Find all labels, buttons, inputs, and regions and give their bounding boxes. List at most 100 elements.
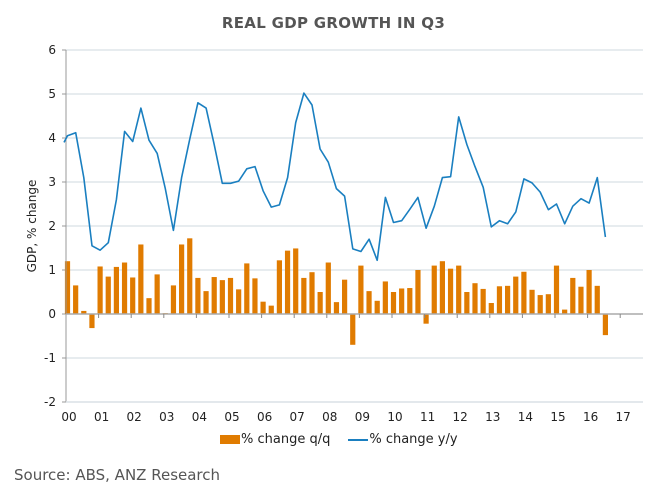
bar-qq	[138, 244, 144, 314]
x-tick-label: 14	[518, 410, 533, 424]
bar-qq	[578, 286, 584, 314]
source-note: Source: ABS, ANZ Research	[14, 466, 221, 484]
bar-qq	[154, 274, 160, 314]
bar-qq	[496, 286, 503, 314]
bar-qq	[382, 281, 388, 314]
bar-qq	[366, 291, 372, 314]
chart-title: REAL GDP GROWTH IN Q3	[221, 14, 446, 32]
bar-qq	[301, 277, 307, 314]
line-series-yy	[63, 92, 607, 262]
legend-line-swatch	[348, 438, 369, 441]
bar-qq	[236, 289, 242, 314]
bar-qq	[562, 309, 568, 314]
legend-label-qq: % change q/q	[241, 432, 331, 447]
bar-qq	[464, 292, 470, 314]
bar-qq	[309, 272, 315, 314]
y-tick-label: 1	[48, 263, 56, 277]
axes	[65, 50, 643, 403]
bar-qq	[227, 277, 234, 314]
bar-qq	[423, 314, 429, 324]
x-tick-label: 11	[420, 410, 435, 424]
bar-qq	[105, 276, 111, 314]
bar-qq	[456, 265, 462, 314]
bar-qq	[447, 268, 454, 314]
x-tick-label: 03	[159, 410, 174, 424]
y-tick-label: -2	[44, 395, 56, 409]
x-tick-label: 10	[387, 410, 402, 424]
bar-qq	[121, 262, 128, 314]
legend-bar-swatch	[220, 435, 240, 444]
y-tick-label: 3	[48, 175, 56, 189]
legend-item-yy: % change y/y	[348, 432, 458, 447]
bar-qq	[342, 279, 348, 314]
bar-qq	[293, 248, 299, 314]
bar-qq	[146, 298, 152, 314]
bar-qq	[195, 277, 201, 314]
bar-qq	[211, 277, 217, 314]
bar-qq	[268, 305, 274, 314]
bar-qq	[81, 310, 87, 314]
bar-qq	[64, 261, 71, 314]
bar-qq	[513, 276, 519, 314]
bar-qq	[390, 292, 397, 314]
bar-qq	[325, 262, 331, 314]
x-tick-label: 15	[550, 410, 565, 424]
bar-qq	[130, 277, 136, 314]
bar-qq	[439, 261, 445, 314]
x-tick-label: 00	[61, 410, 76, 424]
bar-qq	[170, 285, 177, 314]
bar-qq	[73, 285, 79, 314]
bar-qq	[284, 250, 291, 314]
x-tick-label: 08	[322, 410, 337, 424]
x-tick-label: 13	[485, 410, 500, 424]
y-axis-ticks: 6 5 4 3 2 1 0 -1 -2	[44, 43, 66, 409]
bar-qq	[179, 244, 185, 314]
bar-qq	[407, 288, 413, 314]
bar-qq	[89, 314, 95, 329]
gridlines	[66, 49, 643, 403]
bar-qq	[537, 295, 543, 314]
bar-series-qq	[64, 238, 608, 345]
y-tick-label: 0	[48, 307, 56, 321]
y-tick-label: 4	[48, 131, 56, 145]
bar-qq	[203, 291, 209, 314]
legend-label-yy: % change y/y	[369, 432, 458, 447]
bar-qq	[529, 289, 535, 314]
x-tick-label: 17	[616, 410, 631, 424]
bar-qq	[374, 300, 380, 314]
y-tick-label: 6	[48, 43, 56, 57]
x-tick-label: 16	[583, 410, 598, 424]
bar-qq	[553, 265, 560, 314]
y-tick-label: 2	[48, 219, 56, 233]
bar-qq	[399, 288, 405, 314]
bar-qq	[317, 292, 323, 314]
x-tick-label: 02	[127, 410, 142, 424]
y-axis-label: GDP, % change	[25, 180, 39, 273]
x-tick-label: 05	[224, 410, 239, 424]
y-tick-label: -1	[44, 351, 56, 365]
bar-qq	[219, 280, 225, 314]
x-axis-ticks: 00 01 02 03 04 05 06 07 08 09 10 11 12 13 14 15 16 17	[61, 314, 631, 424]
bar-qq	[545, 294, 551, 314]
x-tick-label: 12	[453, 410, 468, 424]
bar-qq	[521, 271, 527, 314]
bar-qq	[472, 283, 478, 314]
bar-qq	[415, 270, 421, 314]
legend-item-qq: % change q/q	[220, 432, 330, 447]
x-tick-label: 06	[257, 410, 272, 424]
bar-qq	[594, 285, 600, 314]
bar-qq	[276, 260, 282, 314]
bar-qq	[97, 266, 103, 314]
bar-qq	[488, 303, 494, 314]
bar-qq	[431, 265, 437, 314]
bar-qq	[586, 270, 592, 314]
x-tick-label: 09	[355, 410, 370, 424]
bar-qq	[260, 301, 266, 314]
bar-qq	[358, 265, 364, 314]
bar-qq	[333, 302, 340, 314]
bar-qq	[252, 278, 258, 314]
bar-qq	[602, 314, 608, 336]
x-tick-label: 04	[192, 410, 207, 424]
x-tick-label: 01	[94, 410, 109, 424]
